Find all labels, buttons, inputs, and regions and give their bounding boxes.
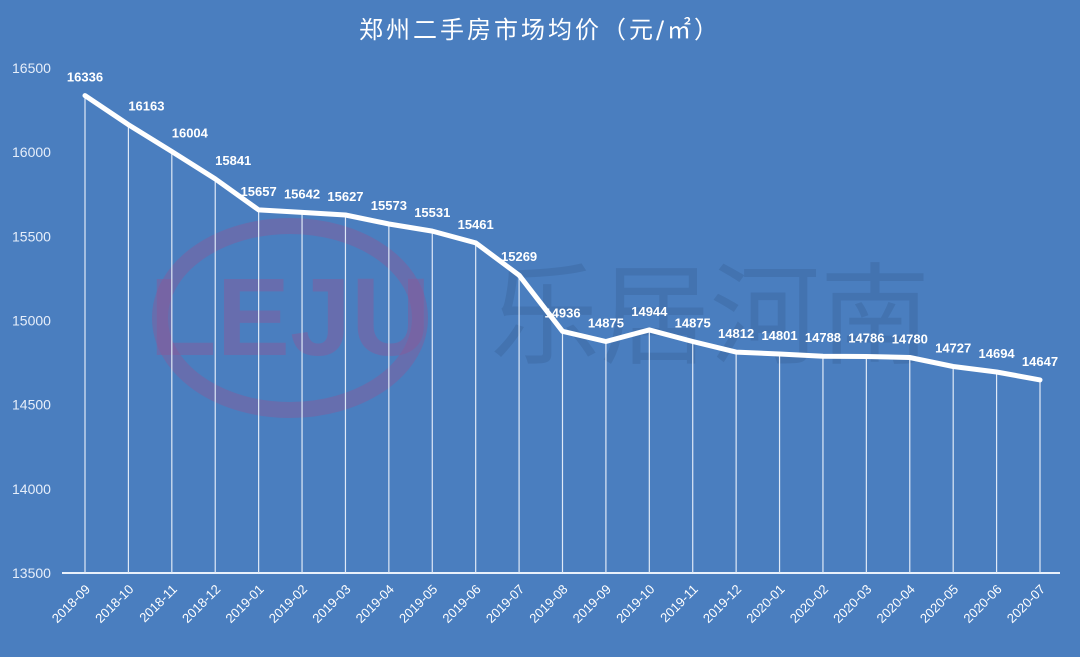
data-label: 15269 <box>501 249 537 264</box>
series-line <box>82 93 1043 383</box>
x-tick-label: 2018-10 <box>92 582 136 626</box>
x-tick-label: 2019-11 <box>657 582 701 626</box>
y-tick-label: 15500 <box>12 228 51 244</box>
y-tick-label: 14500 <box>12 397 51 413</box>
data-label: 14801 <box>761 328 797 343</box>
data-label: 14780 <box>892 332 928 347</box>
x-tick-label: 2019-02 <box>266 582 310 626</box>
x-tick-label: 2019-01 <box>222 582 266 626</box>
y-tick-label: 15000 <box>12 313 51 329</box>
x-tick-label: 2018-09 <box>49 582 93 626</box>
y-tick-label: 13500 <box>12 565 51 581</box>
x-tick-label: 2020-05 <box>917 582 961 626</box>
x-tick-label: 2019-12 <box>700 582 744 626</box>
data-label: 14812 <box>718 326 754 341</box>
data-label: 16163 <box>128 99 164 114</box>
watermark-logo-ring <box>152 218 428 418</box>
data-label: 15461 <box>458 217 494 232</box>
x-tick-label: 2020-01 <box>743 582 787 626</box>
watermark-logo-text: LEJU <box>149 256 430 379</box>
x-tick-label: 2019-05 <box>396 582 440 626</box>
x-tick-label: 2019-08 <box>526 582 570 626</box>
x-tick-label: 2020-04 <box>874 582 918 626</box>
data-label: 14727 <box>935 340 971 355</box>
x-tick-label: 2019-09 <box>570 582 614 626</box>
data-label: 15657 <box>241 184 277 199</box>
data-label: 15573 <box>371 198 407 213</box>
y-tick-label: 14000 <box>12 481 51 497</box>
data-label: 14875 <box>675 316 711 331</box>
data-label: 14788 <box>805 330 841 345</box>
data-label: 15531 <box>414 205 450 220</box>
x-tick-label: 2020-02 <box>787 582 831 626</box>
x-tick-label: 2019-10 <box>613 582 657 626</box>
x-tick-label: 2019-04 <box>353 582 397 626</box>
data-label: 14875 <box>588 316 624 331</box>
x-tick-label: 2018-12 <box>179 582 223 626</box>
y-tick-label: 16000 <box>12 144 51 160</box>
x-tick-label: 2019-06 <box>439 582 483 626</box>
x-tick-label: 2018-11 <box>136 582 180 626</box>
data-label: 14786 <box>848 331 884 346</box>
data-label: 15841 <box>215 153 251 168</box>
watermark-text: 乐居河南 <box>490 253 930 381</box>
x-tick-label: 2019-03 <box>309 582 353 626</box>
x-tick-label: 2019-07 <box>483 582 527 626</box>
data-label: 14694 <box>979 346 1016 361</box>
data-label: 16004 <box>172 125 209 140</box>
x-tick-label: 2020-06 <box>960 582 1004 626</box>
data-label: 15642 <box>284 186 320 201</box>
data-label: 15627 <box>327 189 363 204</box>
x-tick-label: 2020-03 <box>830 582 874 626</box>
y-tick-label: 16500 <box>12 60 51 76</box>
data-label: 14944 <box>631 304 668 319</box>
data-label: 14936 <box>544 305 580 320</box>
data-label: 16336 <box>67 70 103 85</box>
chart-title: 郑州二手房市场均价（元/㎡） <box>358 16 722 44</box>
x-tick-label: 2020-07 <box>1004 582 1048 626</box>
data-label: 14647 <box>1022 354 1058 369</box>
